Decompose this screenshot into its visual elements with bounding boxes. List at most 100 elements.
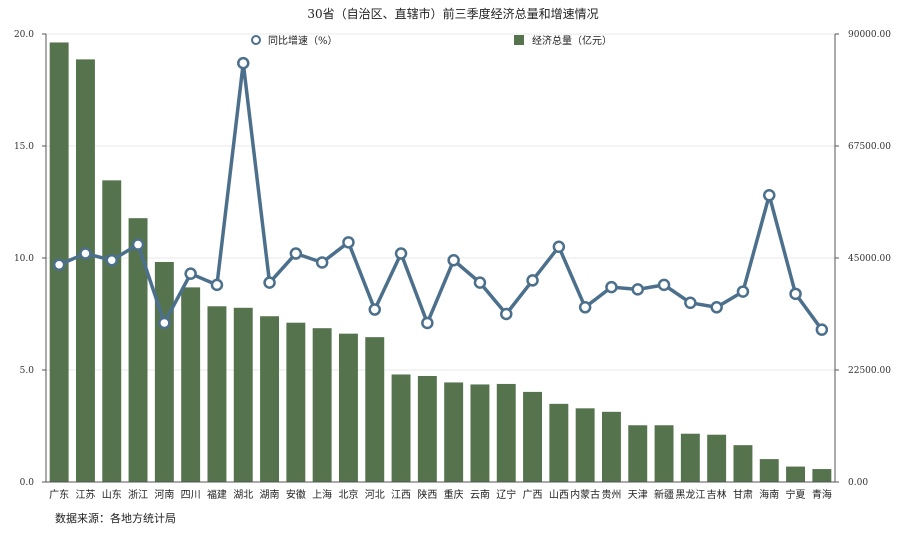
growth-point [315, 256, 329, 269]
combo-chart: 0.0 5.0 10.0 15.0 20.0 0.00 22500.00 45000.00 67… [14, 30, 891, 501]
growth-point [79, 247, 92, 260]
legend-bar-marker [514, 35, 524, 45]
y-left-tick-label: 20.0 [14, 30, 34, 40]
y-left-tick-label: 15.0 [14, 142, 34, 152]
x-tick-label: 广西 [523, 489, 543, 501]
x-tick-label: 浙江 [128, 489, 148, 501]
x-tick-label: 辽宁 [496, 488, 516, 501]
growth-point [158, 316, 171, 330]
data-source-note: 数据来源：各地方统计局 [55, 512, 176, 525]
growth-point [578, 301, 592, 314]
bar [601, 411, 621, 482]
x-tick-label: 福建 [207, 488, 227, 501]
growth-point [421, 316, 434, 330]
growth-point [710, 301, 723, 314]
x-tick-label: 宁夏 [786, 488, 806, 501]
x-tick-label: 江苏 [75, 488, 95, 501]
x-tick-label: 江西 [391, 489, 411, 501]
x-tick-label: 内蒙古 [570, 488, 600, 501]
x-tick-label: 吉林 [707, 488, 727, 501]
y-left-tick-label: 10.0 [14, 254, 34, 264]
bar [233, 307, 253, 482]
x-tick-label: 山西 [549, 489, 569, 501]
bar [654, 425, 674, 482]
x-tick-label: 新疆 [654, 488, 674, 501]
x-tick-label: 广东 [49, 488, 69, 501]
growth-point [684, 296, 697, 310]
bar-series [49, 42, 832, 483]
growth-point [447, 253, 460, 267]
growth-point [526, 274, 539, 287]
bar [470, 384, 490, 482]
x-tick-label: 甘肃 [733, 488, 753, 501]
growth-point [552, 240, 566, 254]
x-tick-label: 四川 [181, 490, 201, 501]
bar [286, 322, 306, 482]
y-right-tick-label: 90000.00 [848, 30, 891, 40]
bar [417, 375, 437, 482]
bar [733, 445, 753, 482]
growth-point [263, 276, 276, 289]
x-tick-label: 云南 [470, 488, 490, 501]
y-right-tick-label: 45000.00 [848, 254, 891, 264]
y-left-tick-label: 5.0 [20, 366, 35, 376]
growth-point [210, 278, 224, 292]
bar [523, 391, 543, 482]
y-right-tick-label: 22500.00 [848, 366, 891, 376]
bar [575, 408, 595, 482]
growth-point [184, 267, 197, 280]
legend-label-growth: 同比增速（%） [268, 34, 338, 47]
x-tick-label: 山东 [102, 488, 122, 501]
growth-point [736, 285, 750, 298]
axes: 0.0 5.0 10.0 15.0 20.0 0.00 22500.00 45000.00 67… [14, 30, 891, 501]
bar [496, 383, 516, 482]
growth-point [500, 307, 513, 321]
x-tick-label: 湖北 [233, 489, 253, 501]
y-right-tick-label: 67500.00 [848, 142, 891, 152]
bar [128, 218, 148, 482]
bar [628, 425, 648, 482]
growth-point [342, 236, 355, 249]
bar [260, 316, 280, 482]
bar [812, 469, 832, 482]
growth-point [605, 280, 618, 294]
line-series [52, 56, 829, 336]
bar [338, 333, 358, 482]
bar [207, 306, 227, 482]
growth-point [289, 247, 303, 260]
x-tick-label: 重庆 [444, 488, 464, 501]
legend-line-marker [251, 35, 261, 45]
growth-point [789, 287, 802, 301]
x-tick-label: 河南 [154, 488, 174, 501]
y-left-tick-label: 0.0 [20, 478, 35, 488]
bar [102, 180, 122, 482]
bar [707, 434, 727, 482]
legend: 同比增速（%） 经济总量（亿元） [251, 34, 612, 47]
bar [680, 433, 700, 482]
x-tick-label: 安徽 [286, 488, 306, 501]
x-tick-label: 海南 [759, 488, 779, 501]
x-tick-label: 黑龙江 [675, 488, 705, 501]
bar [444, 382, 464, 482]
x-tick-label: 上海 [312, 488, 332, 501]
bar [75, 59, 95, 483]
bar [365, 337, 385, 482]
x-tick-label: 天津 [628, 489, 648, 501]
growth-point [394, 247, 408, 260]
growth-point [657, 278, 671, 292]
bar [786, 466, 806, 482]
bar [312, 328, 332, 482]
x-tick-label: 贵州 [601, 488, 621, 501]
growth-point [131, 238, 145, 251]
growth-point [368, 303, 381, 316]
bar [181, 287, 201, 482]
x-tick-label: 北京 [338, 488, 358, 501]
growth-point [237, 56, 250, 70]
bar [549, 403, 569, 482]
x-tick-label: 陕西 [417, 488, 437, 501]
bar [391, 374, 411, 482]
x-tick-label: 青海 [812, 488, 832, 501]
growth-point [52, 258, 66, 271]
growth-point [473, 276, 487, 289]
growth-point [815, 323, 829, 336]
